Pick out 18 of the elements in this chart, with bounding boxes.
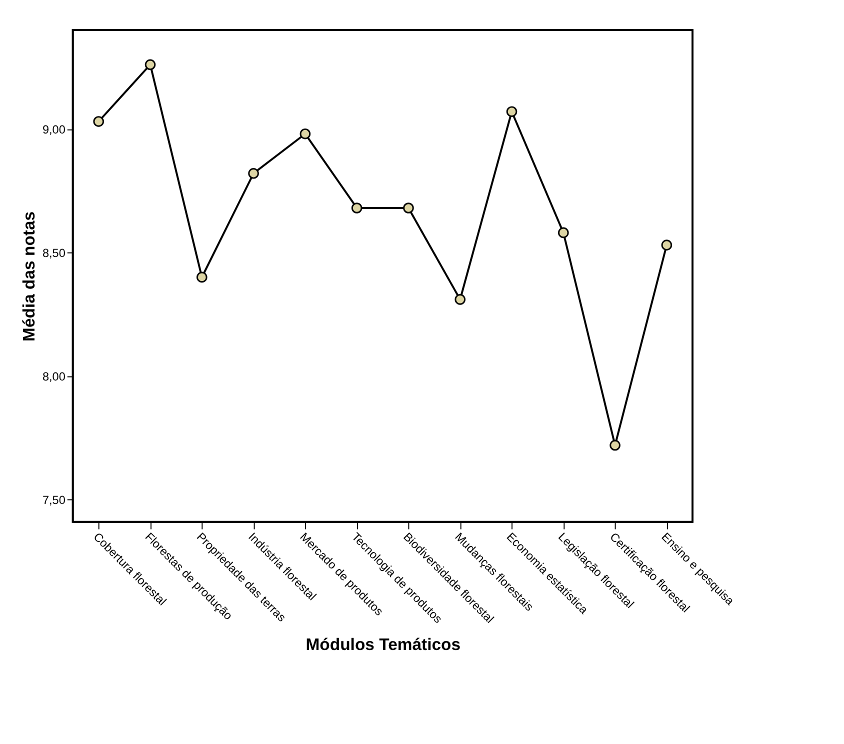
point (300, 128, 311, 140)
y-tick-label: 8,00 (42, 369, 66, 384)
point (506, 106, 518, 117)
point (661, 240, 672, 250)
y-axis-title: Média das notas (20, 211, 39, 342)
point (558, 227, 569, 238)
y-tick-label: 9,00 (42, 122, 66, 136)
y-tick-label: 7,50 (42, 493, 66, 508)
point (351, 202, 362, 214)
point (610, 440, 620, 451)
point (454, 294, 466, 305)
x-axis-title: Módulos Temáticos (306, 634, 461, 654)
point (196, 272, 208, 283)
y-tick-label: 8,50 (42, 246, 66, 260)
point (144, 59, 156, 70)
point (248, 168, 259, 179)
point (93, 116, 104, 127)
point (403, 202, 414, 214)
